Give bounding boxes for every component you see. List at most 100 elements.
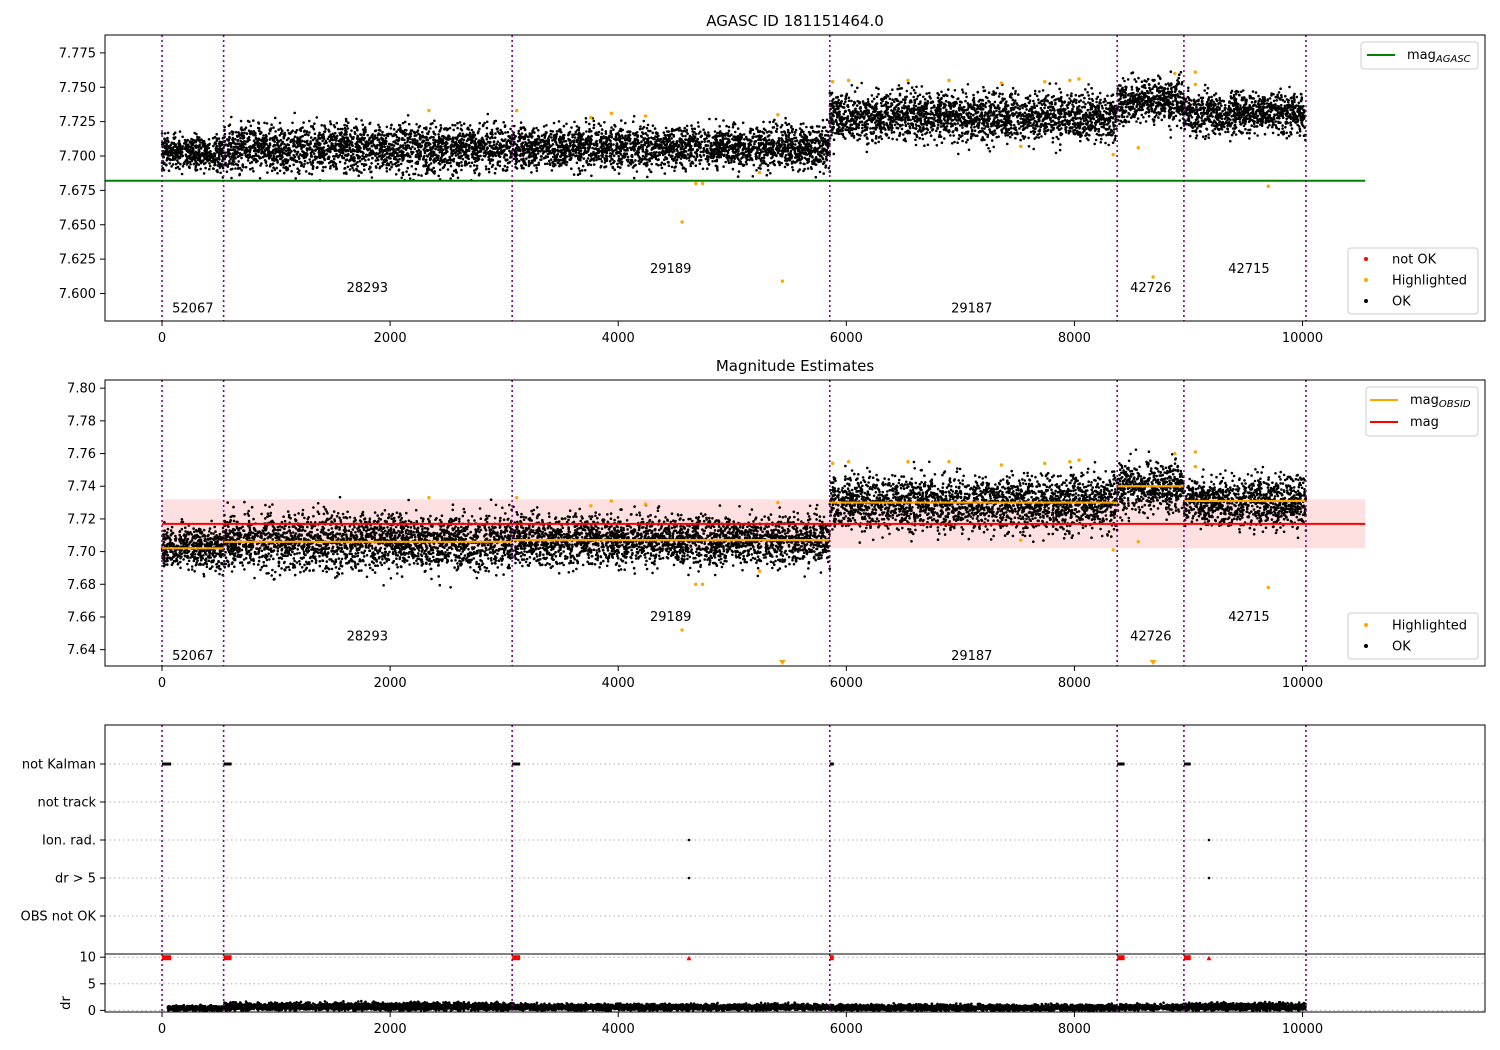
ok-point bbox=[767, 138, 771, 142]
ok-point bbox=[595, 158, 598, 162]
ok-point bbox=[816, 159, 819, 163]
ok-point bbox=[367, 158, 370, 161]
ok-point bbox=[427, 130, 431, 133]
ok-point bbox=[602, 145, 605, 148]
ok-point bbox=[814, 175, 818, 179]
ok-point bbox=[642, 125, 646, 129]
ok-point bbox=[813, 149, 817, 153]
ok-point bbox=[600, 132, 604, 135]
ok-point bbox=[460, 154, 464, 158]
ok-point bbox=[688, 147, 692, 151]
ok-point bbox=[203, 149, 206, 152]
ok-point bbox=[651, 124, 655, 127]
ok-point bbox=[757, 144, 761, 148]
ok-point bbox=[729, 161, 733, 164]
ok-point bbox=[415, 150, 419, 153]
ok-point bbox=[227, 124, 231, 128]
ok-point bbox=[826, 130, 830, 134]
ok-point bbox=[173, 156, 176, 159]
ok-point bbox=[787, 135, 790, 139]
ok-point bbox=[578, 149, 582, 153]
ok-point bbox=[361, 123, 365, 127]
ok-point bbox=[626, 155, 630, 159]
ok-point bbox=[226, 148, 230, 151]
ok-point bbox=[418, 133, 422, 137]
ok-point bbox=[365, 153, 368, 157]
ok-point bbox=[587, 162, 591, 166]
ok-point bbox=[301, 134, 304, 138]
ok-point bbox=[485, 120, 489, 124]
ok-point bbox=[252, 158, 256, 162]
ok-point bbox=[734, 137, 737, 140]
ok-point bbox=[758, 164, 762, 167]
ok-point bbox=[202, 172, 206, 175]
ok-point bbox=[338, 153, 342, 157]
ok-point bbox=[417, 157, 421, 160]
ok-point bbox=[212, 144, 215, 148]
ok-point bbox=[664, 140, 668, 143]
ok-point bbox=[208, 153, 211, 157]
ok-point bbox=[348, 168, 352, 171]
ok-point bbox=[550, 169, 554, 172]
ok-point bbox=[506, 161, 510, 165]
ok-point bbox=[415, 123, 418, 126]
ok-point bbox=[448, 137, 452, 141]
ok-point bbox=[232, 145, 236, 149]
ok-point bbox=[267, 144, 270, 148]
ok-point bbox=[178, 130, 182, 133]
ok-point bbox=[361, 154, 364, 158]
ok-point bbox=[322, 166, 325, 169]
ok-point bbox=[235, 134, 239, 138]
ok-point bbox=[781, 133, 784, 137]
ok-point bbox=[478, 127, 481, 131]
ok-point bbox=[194, 168, 197, 171]
ok-point bbox=[256, 126, 260, 130]
ok-point bbox=[306, 161, 309, 165]
ok-point bbox=[702, 128, 705, 131]
ok-point bbox=[706, 134, 710, 137]
ok-point bbox=[297, 143, 300, 147]
ok-point bbox=[385, 166, 389, 170]
ok-point bbox=[244, 142, 247, 146]
ok-point bbox=[624, 141, 627, 145]
ok-point bbox=[285, 152, 288, 156]
ok-point bbox=[261, 155, 265, 159]
ok-point bbox=[296, 136, 299, 139]
ok-point bbox=[470, 145, 474, 149]
ok-point bbox=[257, 122, 261, 125]
ok-point bbox=[406, 144, 410, 147]
ok-point bbox=[646, 123, 650, 127]
ok-point bbox=[321, 169, 324, 172]
ok-point bbox=[779, 125, 783, 129]
ok-point bbox=[597, 130, 601, 134]
ok-point bbox=[802, 122, 805, 125]
ok-point bbox=[767, 142, 770, 146]
ok-point bbox=[406, 154, 410, 158]
ok-point bbox=[664, 126, 668, 130]
ok-point bbox=[759, 167, 762, 170]
ok-point bbox=[314, 144, 317, 147]
ok-point bbox=[389, 160, 393, 164]
ok-point bbox=[599, 124, 602, 127]
ok-point bbox=[362, 128, 365, 131]
ok-point bbox=[315, 157, 318, 160]
ok-point bbox=[455, 137, 458, 141]
ok-point bbox=[452, 145, 455, 148]
ok-point bbox=[172, 146, 175, 149]
ok-point bbox=[317, 155, 321, 159]
ok-point bbox=[519, 121, 523, 124]
ok-point bbox=[458, 132, 462, 135]
ok-point bbox=[176, 151, 179, 155]
ok-point bbox=[820, 144, 824, 148]
ok-point bbox=[438, 130, 441, 133]
ok-point bbox=[821, 162, 825, 166]
ok-point bbox=[586, 150, 590, 153]
ok-point bbox=[651, 154, 655, 158]
ok-point bbox=[487, 155, 490, 159]
ok-point bbox=[199, 161, 203, 165]
ok-point bbox=[282, 163, 286, 166]
ok-point bbox=[594, 140, 598, 144]
ok-point bbox=[372, 144, 376, 147]
ok-point bbox=[213, 135, 217, 139]
ok-point bbox=[683, 126, 686, 130]
